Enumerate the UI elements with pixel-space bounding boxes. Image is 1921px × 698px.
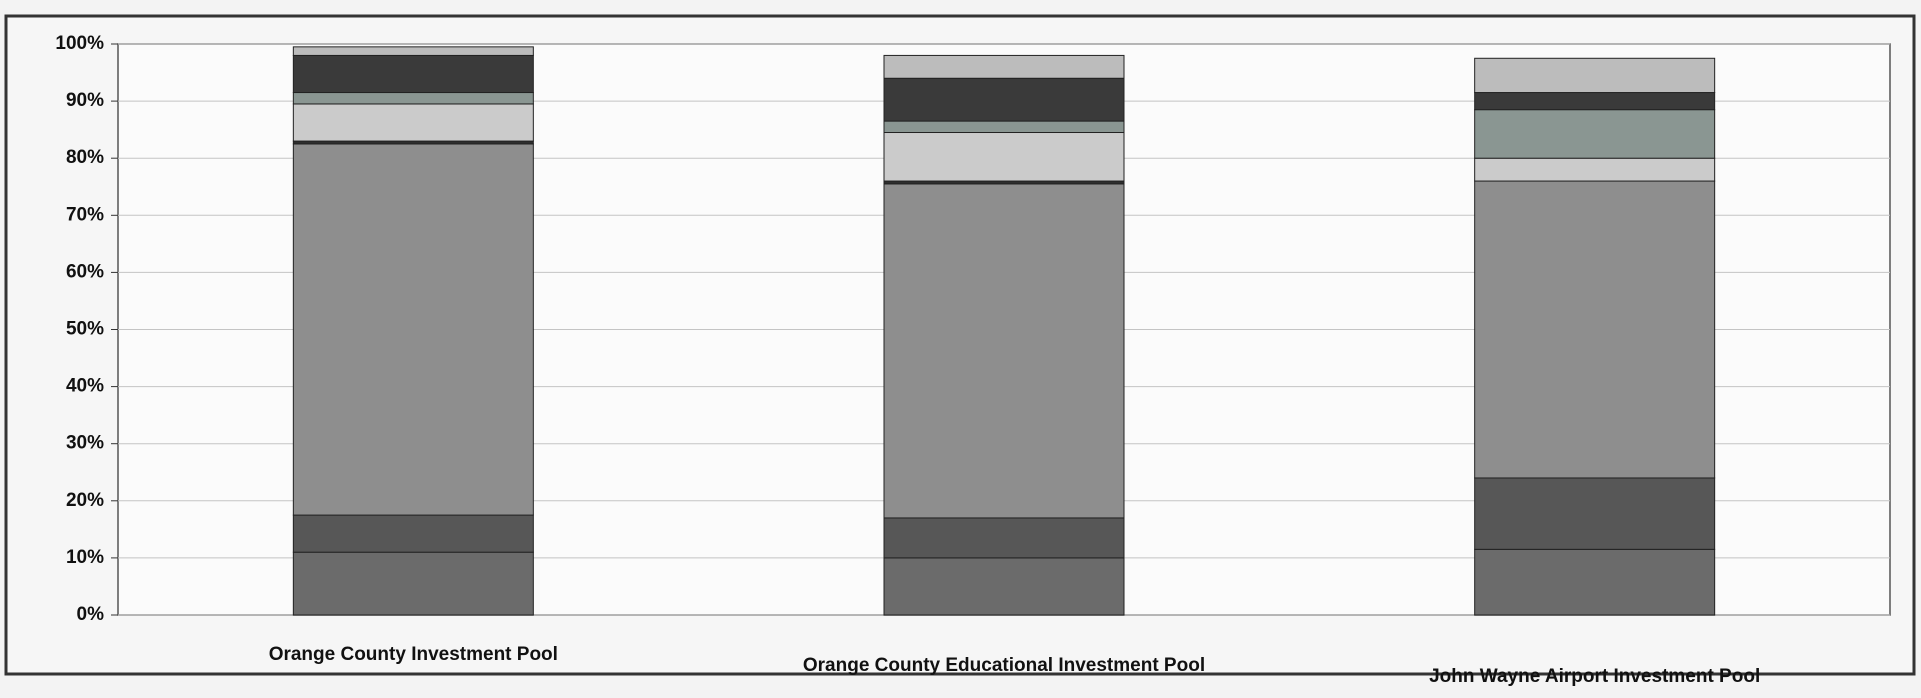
y-tick-label: 100% bbox=[55, 33, 104, 54]
bar-segment bbox=[292, 54, 534, 94]
bar-segment bbox=[292, 46, 534, 56]
bar-segment bbox=[883, 183, 1125, 519]
y-tick-label: 90% bbox=[66, 90, 104, 111]
x-tick-label: Orange County Investment Pool bbox=[269, 644, 558, 665]
y-tick-label: 50% bbox=[66, 319, 104, 340]
y-tick-label: 40% bbox=[66, 376, 104, 397]
bar-segment bbox=[883, 54, 1125, 79]
bar-segment bbox=[292, 92, 534, 105]
bar-segment bbox=[1474, 477, 1716, 550]
bar-segment bbox=[883, 120, 1125, 134]
bar-segment bbox=[292, 551, 534, 616]
bar-segment bbox=[883, 132, 1125, 182]
bar-segment bbox=[883, 77, 1125, 122]
x-tick-label: John Wayne Airport Investment Pool bbox=[1429, 666, 1760, 687]
bar-segment bbox=[1474, 157, 1716, 182]
bar-segment bbox=[1474, 92, 1716, 111]
y-tick-label: 30% bbox=[66, 433, 104, 454]
bar-segment bbox=[1474, 57, 1716, 94]
bar-segment bbox=[883, 517, 1125, 559]
bar-segment bbox=[1474, 548, 1716, 616]
bar-segment bbox=[292, 103, 534, 142]
x-tick-label: Orange County Educational Investment Poo… bbox=[803, 655, 1205, 676]
y-tick-label: 80% bbox=[66, 147, 104, 168]
bar-segment bbox=[1474, 109, 1716, 159]
y-tick-label: 70% bbox=[66, 204, 104, 225]
bar-segment bbox=[292, 143, 534, 516]
y-tick-label: 60% bbox=[66, 261, 104, 282]
bar-segment bbox=[883, 557, 1125, 616]
y-tick-label: 10% bbox=[66, 547, 104, 568]
y-tick-label: 0% bbox=[77, 604, 105, 625]
y-tick-label: 20% bbox=[66, 490, 104, 511]
bar-segment bbox=[1474, 180, 1716, 479]
bar-segment bbox=[292, 514, 534, 553]
